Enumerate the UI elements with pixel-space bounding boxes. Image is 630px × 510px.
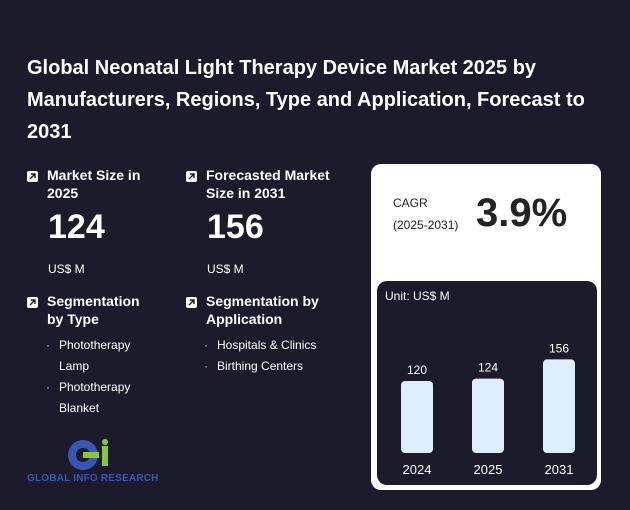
arrow-up-right-icon [186,171,197,182]
arrow-up-right-icon [27,171,38,182]
data-label-2025: 124 [478,361,498,375]
market-size-label: Market Size in 2025 [47,167,141,201]
bar-chart: 120 2024 124 2025 156 2031 [401,341,575,477]
tick-label-2025: 2025 [474,462,503,477]
market-size-unit: US$ M [48,262,85,276]
page-title: Global Neonatal Light Therapy Device Mar… [27,57,585,143]
list-item: Birthing Centers [204,356,354,377]
bar-2025 [472,378,504,453]
cagr-period: (2025-2031) [393,218,459,232]
bar-2024 [401,381,433,453]
logo-text: GLOBAL INFO RESEARCH [27,473,159,484]
arrow-up-right-icon [27,297,38,308]
cagr-label: CAGR (2025-2031) [393,192,458,236]
company-logo [68,439,108,470]
list-item: Phototherapy Blanket [46,377,156,419]
list-item: Hospitals & Clinics [204,335,354,356]
data-label-2024: 120 [407,363,427,377]
chart-unit-label: Unit: US$ M [385,289,450,303]
arrow-up-right-icon [186,297,197,308]
forecast-value: 156 [207,208,264,246]
segmentation-application-list: Hospitals & Clinics Birthing Centers [204,335,354,377]
forecast-label: Forecasted Market Size in 2031 [206,167,330,201]
market-size-value: 124 [48,208,105,246]
segmentation-type-list: Phototherapy Lamp Phototherapy Blanket [46,335,156,419]
data-label-2031: 156 [549,341,569,355]
segmentation-application-label: Segmentation by Application [206,293,319,327]
cagr-title: CAGR [393,196,428,210]
tick-label-2031: 2031 [545,462,574,477]
cagr-value: 3.9% [476,191,568,235]
forecast-unit: US$ M [207,262,244,276]
bar-2031 [543,359,575,453]
segmentation-type-label: Segmentation by Type [47,293,140,327]
list-item: Phototherapy Lamp [46,335,156,377]
tick-label-2024: 2024 [403,462,432,477]
